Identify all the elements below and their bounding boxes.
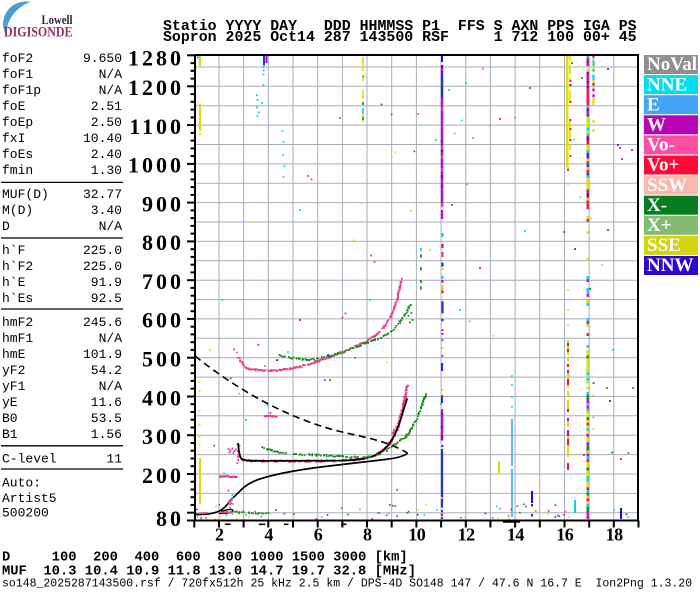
svg-text:9.650: 9.650 <box>83 51 122 66</box>
svg-text:NNW: NNW <box>647 255 693 276</box>
svg-text:hmE: hmE <box>2 347 26 362</box>
svg-text:14: 14 <box>507 525 525 545</box>
svg-text:300: 300 <box>142 424 184 449</box>
svg-text:foEs: foEs <box>2 147 33 162</box>
svg-text:Artist5: Artist5 <box>2 491 57 506</box>
svg-text:X+: X+ <box>647 215 672 236</box>
svg-text:1280: 1280 <box>128 46 184 71</box>
svg-text:foF1: foF1 <box>2 67 33 82</box>
svg-text:foF2: foF2 <box>2 51 33 66</box>
svg-text:MUF(D): MUF(D) <box>2 187 49 202</box>
svg-text:10.40: 10.40 <box>83 131 122 146</box>
svg-text:6: 6 <box>314 525 323 545</box>
svg-text:M(D): M(D) <box>2 203 33 218</box>
svg-text:N/A: N/A <box>99 67 123 82</box>
svg-text:SSW: SSW <box>647 175 687 196</box>
svg-text:h`F2: h`F2 <box>2 259 33 274</box>
svg-text:92.5: 92.5 <box>91 291 122 306</box>
svg-text:Vo+: Vo+ <box>647 155 679 176</box>
svg-text:400: 400 <box>142 385 184 410</box>
svg-text:h`F: h`F <box>2 243 25 258</box>
svg-text:1.56: 1.56 <box>91 427 122 442</box>
svg-text:so148_2025287143500.rsf / 720f: so148_2025287143500.rsf / 720fx512h 25 k… <box>2 578 692 591</box>
svg-text:DIGISONDE: DIGISONDE <box>4 25 73 41</box>
svg-text:Sopron 2025 Oct14 287 143500 R: Sopron 2025 Oct14 287 143500 RSF 1 712 1… <box>163 30 637 46</box>
svg-text:800: 800 <box>142 230 184 255</box>
svg-text:foE: foE <box>2 99 26 114</box>
svg-text:yF1: yF1 <box>2 379 26 394</box>
svg-text:101.9: 101.9 <box>83 347 122 362</box>
svg-text:3.40: 3.40 <box>91 203 122 218</box>
svg-text:hmF1: hmF1 <box>2 331 33 346</box>
svg-text:2: 2 <box>215 525 224 545</box>
svg-text:Lowell: Lowell <box>42 13 73 27</box>
svg-text:91.9: 91.9 <box>91 275 122 290</box>
svg-text:N/A: N/A <box>99 83 123 98</box>
svg-text:D 100 200 400 600 800: D 100 200 400 600 800 1000 1500 3000 [km… <box>2 550 408 566</box>
svg-text:W: W <box>647 115 666 136</box>
svg-text:NoVal: NoVal <box>647 54 697 75</box>
svg-text:yF2: yF2 <box>2 363 25 378</box>
svg-text:225.0: 225.0 <box>83 259 122 274</box>
svg-text:h`Es: h`Es <box>2 291 33 306</box>
svg-text:900: 900 <box>142 191 184 216</box>
svg-text:8: 8 <box>363 525 372 545</box>
svg-text:N/A: N/A <box>99 219 123 234</box>
svg-text:16: 16 <box>556 525 574 545</box>
svg-text:B1: B1 <box>2 427 18 442</box>
svg-text:Auto:: Auto: <box>2 476 41 491</box>
svg-text:yE: yE <box>2 395 18 410</box>
svg-text:700: 700 <box>142 269 184 294</box>
svg-text:80: 80 <box>156 506 184 531</box>
svg-text:Vo-: Vo- <box>647 135 675 156</box>
svg-text:D: D <box>2 219 10 234</box>
svg-text:54.2: 54.2 <box>91 363 122 378</box>
svg-text:500: 500 <box>142 347 184 372</box>
svg-text:hmF2: hmF2 <box>2 315 33 330</box>
svg-text:foF1p: foF1p <box>2 83 41 98</box>
svg-text:1200: 1200 <box>128 75 184 100</box>
svg-text:10: 10 <box>408 525 426 545</box>
svg-text:1000: 1000 <box>128 153 184 178</box>
svg-text:E: E <box>647 94 660 115</box>
svg-text:1100: 1100 <box>129 114 184 139</box>
svg-text:foEp: foEp <box>2 115 33 130</box>
svg-text:2.50: 2.50 <box>91 115 122 130</box>
svg-text:X-: X- <box>647 195 667 216</box>
svg-text:B0: B0 <box>2 411 18 426</box>
svg-text:4: 4 <box>264 525 273 545</box>
svg-text:53.5: 53.5 <box>91 411 122 426</box>
svg-text:200: 200 <box>142 463 184 488</box>
svg-text:225.0: 225.0 <box>83 243 122 258</box>
svg-text:NNE: NNE <box>647 74 687 95</box>
svg-text:11: 11 <box>106 452 122 467</box>
svg-text:N/A: N/A <box>99 331 123 346</box>
svg-text:C-level: C-level <box>2 452 57 467</box>
svg-text:12: 12 <box>458 525 476 545</box>
svg-text:fmin: fmin <box>2 163 33 178</box>
svg-text:11.6: 11.6 <box>91 395 122 410</box>
svg-text:32.77: 32.77 <box>83 187 122 202</box>
svg-text:500200: 500200 <box>2 506 49 521</box>
svg-text:18: 18 <box>606 525 624 545</box>
svg-text:MUF 10.3 10.4 10.9 11.8 13.0: MUF 10.3 10.4 10.9 11.8 13.0 14.7 19.7 3… <box>2 564 416 580</box>
svg-text:Statio YYYY DAY DDD HHMMSS P: Statio YYYY DAY DDD HHMMSS P1 FFS S AXN … <box>163 19 637 35</box>
svg-text:245.6: 245.6 <box>83 315 122 330</box>
svg-text:600: 600 <box>142 308 184 333</box>
svg-text:2.51: 2.51 <box>91 99 122 114</box>
svg-text:h`E: h`E <box>2 275 26 290</box>
svg-text:SSE: SSE <box>647 235 681 256</box>
svg-text:N/A: N/A <box>99 379 123 394</box>
svg-text:1.30: 1.30 <box>91 163 122 178</box>
svg-text:2.40: 2.40 <box>91 147 122 162</box>
svg-text:fxI: fxI <box>2 131 25 146</box>
